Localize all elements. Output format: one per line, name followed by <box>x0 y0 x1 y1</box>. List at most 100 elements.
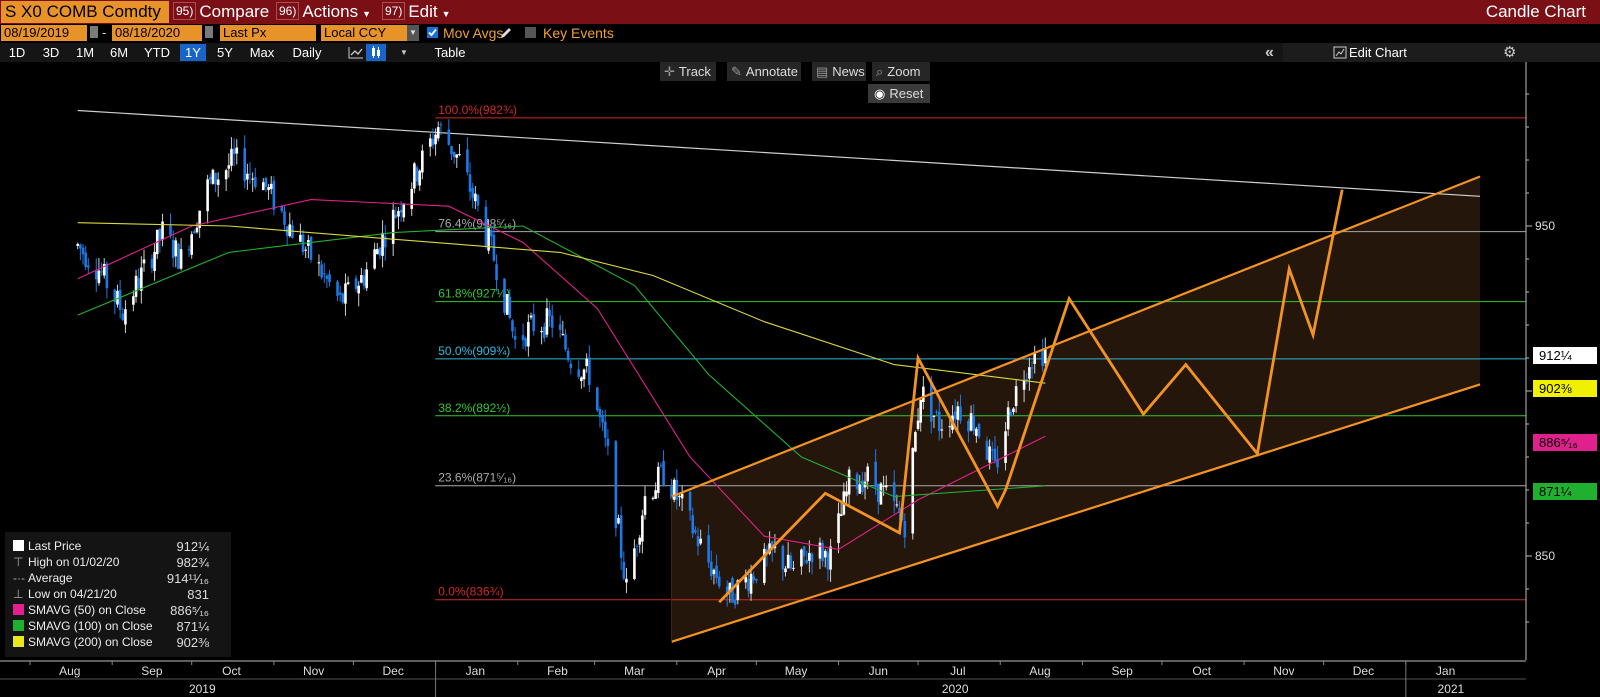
currency-select[interactable]: Local CCY <box>321 25 407 41</box>
mov-avgs-label: Mov Avgs <box>443 25 504 41</box>
security-ticker[interactable]: S X0 COMB Comdty <box>1 1 169 23</box>
mov-avgs-checkbox[interactable] <box>427 27 438 38</box>
candle-body <box>381 232 384 256</box>
candle-body <box>566 350 570 361</box>
price-field-select[interactable]: Last Px <box>220 25 316 41</box>
legend-label: Low on 04/21/20 <box>28 587 117 601</box>
pencil-icon[interactable] <box>499 27 513 40</box>
table-button[interactable]: Table <box>434 45 466 60</box>
candle-body <box>354 278 358 289</box>
candle-body <box>280 205 284 212</box>
news-button[interactable]: ▤ News <box>812 62 866 81</box>
candle-body <box>288 224 292 237</box>
line-chart-icon[interactable] <box>348 46 364 59</box>
legend-label: Average <box>28 571 73 585</box>
candle-body <box>823 550 827 558</box>
candle-body <box>694 529 697 533</box>
candle-body <box>861 480 864 493</box>
candle-body <box>876 483 880 503</box>
period-ytd-button[interactable]: YTD <box>144 45 170 60</box>
candle-body <box>752 576 755 581</box>
candle-body <box>415 167 419 182</box>
menu-label: Actions <box>302 2 359 21</box>
candle-body <box>837 513 840 544</box>
start-date-input[interactable]: 08/19/2019 <box>1 25 87 41</box>
candle-body <box>763 548 766 583</box>
crosshair-icon: ✛ <box>664 64 675 79</box>
x-tick-label: Nov <box>1273 664 1294 678</box>
candle-body <box>558 324 562 330</box>
chevron-down-icon[interactable]: ▼ <box>407 25 419 41</box>
collapse-chevron-icon[interactable]: « <box>1265 44 1274 61</box>
candle-body <box>1014 386 1018 406</box>
candle-body <box>434 134 437 145</box>
edit-chart-bar: « Edit Chart ⚙ <box>1265 43 1600 62</box>
candle-body <box>770 541 774 551</box>
annotate-button[interactable]: ✎ Annotate <box>727 62 801 81</box>
candle-body <box>113 289 117 302</box>
candle-body <box>977 424 981 437</box>
reset-button[interactable]: ◉ Reset <box>868 84 930 103</box>
period-3d-button[interactable]: 3D <box>42 45 60 60</box>
legend-value: 902⅜ <box>176 635 209 650</box>
zoom-button[interactable]: ⌕ Zoom <box>872 62 930 81</box>
frequency-select[interactable]: Daily ▼ <box>285 44 329 77</box>
period-1m-button[interactable]: 1M <box>75 45 95 60</box>
candle-body <box>532 313 535 332</box>
edit-chart-button[interactable]: Edit Chart <box>1349 45 1407 60</box>
x-tick-label: Nov <box>303 664 324 678</box>
legend-item: SMAVG (200) on Close <box>13 635 153 650</box>
candle-body <box>375 249 379 255</box>
candle-body <box>707 535 710 563</box>
candle-body <box>529 315 533 318</box>
track-button[interactable]: ✛ Track <box>660 62 716 81</box>
calendar-icon[interactable] <box>205 26 213 38</box>
x-tick-label: Feb <box>547 664 568 678</box>
year-label: 2021 <box>1438 682 1465 696</box>
edit-chart-icon <box>1333 46 1347 59</box>
compare-menu[interactable]: 95) Compare <box>173 1 269 23</box>
chevron-down-icon[interactable]: ▼ <box>400 48 408 57</box>
actions-menu[interactable]: 96) Actions ▼ <box>276 1 371 23</box>
end-date-input[interactable]: 08/18/2020 <box>112 25 202 41</box>
candle-body <box>261 182 265 191</box>
fib-label: 23.6%(871⁵⁄₁₆) <box>438 471 516 485</box>
period-max-button[interactable]: Max <box>249 45 275 60</box>
period-6m-button[interactable]: 6M <box>109 45 129 60</box>
candle-body <box>892 482 896 501</box>
legend-item: -·- Average <box>13 571 72 586</box>
candle-body <box>808 552 811 561</box>
candle-body <box>595 387 599 411</box>
edit-menu[interactable]: 97) Edit ▼ <box>382 1 451 23</box>
candle-body <box>675 479 679 500</box>
candle-body <box>391 209 395 244</box>
candle-body <box>569 363 573 368</box>
period-5y-button[interactable]: 5Y <box>217 45 233 60</box>
chart-canvas[interactable]: 100.0%(982¾)76.4%(948⁵⁄₁₆)61.8%(927⅛)50.… <box>0 62 1600 697</box>
calendar-icon[interactable] <box>90 26 98 38</box>
x-tick-label: Oct <box>222 664 241 678</box>
candle-body <box>792 567 795 569</box>
candle-body <box>320 264 323 278</box>
candle-body <box>428 138 432 147</box>
candle-body <box>821 543 824 562</box>
candle-body <box>357 285 361 294</box>
candle-body <box>198 210 201 228</box>
gear-icon[interactable]: ⚙ <box>1503 44 1517 61</box>
legend-swatch <box>13 620 24 631</box>
candle-body <box>858 484 862 494</box>
candle-body <box>786 554 790 569</box>
candle-chart-icon[interactable] <box>366 44 386 61</box>
candle-body <box>678 496 681 498</box>
candle-body <box>882 485 885 487</box>
candle-body <box>603 421 607 438</box>
period-1y-button[interactable]: 1Y <box>180 44 206 61</box>
x-tick-label: Sep <box>141 664 163 678</box>
candle-body <box>1033 352 1036 364</box>
magnifier-icon: ⌕ <box>876 64 884 79</box>
period-1d-button[interactable]: 1D <box>8 45 26 60</box>
x-tick-label: May <box>785 664 808 678</box>
candle-body <box>362 275 366 286</box>
key-events-checkbox[interactable] <box>525 27 536 38</box>
legend-item: SMAVG (50) on Close <box>13 603 146 618</box>
